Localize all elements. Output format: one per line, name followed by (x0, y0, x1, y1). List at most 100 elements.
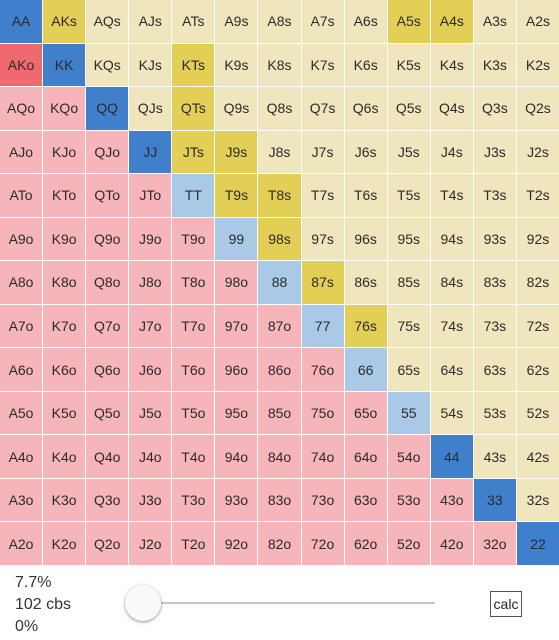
hand-cell-86s[interactable]: 86s (344, 261, 387, 304)
hand-cell-54o[interactable]: 54o (387, 435, 430, 478)
hand-cell-AQs[interactable]: AQs (86, 0, 129, 43)
hand-cell-KQs[interactable]: KQs (86, 43, 129, 87)
hand-cell-97s[interactable]: 97s (301, 217, 344, 261)
hand-cell-AKo[interactable]: AKo (0, 43, 43, 87)
hand-cell-A6o[interactable]: A6o (0, 348, 43, 391)
hand-cell-Q3o[interactable]: Q3o (86, 478, 129, 522)
hand-cell-Q9s[interactable]: Q9s (215, 87, 258, 130)
hand-cell-QTs[interactable]: QTs (172, 87, 215, 130)
hand-cell-QQ[interactable]: QQ (86, 87, 129, 130)
hand-cell-J8s[interactable]: J8s (258, 130, 301, 174)
hand-cell-96s[interactable]: 96s (344, 217, 387, 261)
range-slider-thumb[interactable] (125, 585, 161, 621)
hand-cell-K7s[interactable]: K7s (301, 43, 344, 87)
hand-cell-75s[interactable]: 75s (387, 304, 430, 348)
hand-cell-T7o[interactable]: T7o (172, 304, 215, 348)
hand-cell-87o[interactable]: 87o (258, 304, 301, 348)
calc-button[interactable]: calc (490, 591, 522, 617)
hand-cell-85s[interactable]: 85s (387, 261, 430, 304)
hand-cell-73o[interactable]: 73o (301, 478, 344, 522)
hand-cell-76s[interactable]: 76s (344, 304, 387, 348)
hand-cell-99[interactable]: 99 (215, 217, 258, 261)
hand-cell-Q9o[interactable]: Q9o (86, 217, 129, 261)
hand-cell-T6o[interactable]: T6o (172, 348, 215, 391)
hand-cell-22[interactable]: 22 (516, 522, 559, 565)
hand-cell-65o[interactable]: 65o (344, 391, 387, 435)
hand-cell-AKs[interactable]: AKs (43, 0, 86, 43)
hand-cell-94o[interactable]: 94o (215, 435, 258, 478)
hand-cell-82o[interactable]: 82o (258, 522, 301, 565)
hand-cell-Q4o[interactable]: Q4o (86, 435, 129, 478)
hand-cell-A8s[interactable]: A8s (258, 0, 301, 43)
hand-cell-A3o[interactable]: A3o (0, 478, 43, 522)
hand-cell-83s[interactable]: 83s (473, 261, 516, 304)
hand-cell-Q3s[interactable]: Q3s (473, 87, 516, 130)
hand-cell-75o[interactable]: 75o (301, 391, 344, 435)
hand-cell-Q7s[interactable]: Q7s (301, 87, 344, 130)
hand-cell-87s[interactable]: 87s (301, 261, 344, 304)
hand-cell-AA[interactable]: AA (0, 0, 43, 43)
hand-cell-T4s[interactable]: T4s (430, 174, 473, 217)
hand-cell-65s[interactable]: 65s (387, 348, 430, 391)
hand-cell-J3s[interactable]: J3s (473, 130, 516, 174)
hand-cell-95s[interactable]: 95s (387, 217, 430, 261)
hand-cell-K6o[interactable]: K6o (43, 348, 86, 391)
hand-cell-98o[interactable]: 98o (215, 261, 258, 304)
hand-cell-84s[interactable]: 84s (430, 261, 473, 304)
hand-cell-J4s[interactable]: J4s (430, 130, 473, 174)
hand-cell-KTs[interactable]: KTs (172, 43, 215, 87)
hand-cell-J9s[interactable]: J9s (215, 130, 258, 174)
hand-cell-64s[interactable]: 64s (430, 348, 473, 391)
hand-cell-J3o[interactable]: J3o (129, 478, 172, 522)
hand-cell-J2s[interactable]: J2s (516, 130, 559, 174)
hand-cell-43o[interactable]: 43o (430, 478, 473, 522)
hand-cell-Q8s[interactable]: Q8s (258, 87, 301, 130)
hand-cell-K9s[interactable]: K9s (215, 43, 258, 87)
hand-cell-95o[interactable]: 95o (215, 391, 258, 435)
hand-cell-82s[interactable]: 82s (516, 261, 559, 304)
hand-cell-83o[interactable]: 83o (258, 478, 301, 522)
hand-cell-62o[interactable]: 62o (344, 522, 387, 565)
hand-cell-54s[interactable]: 54s (430, 391, 473, 435)
hand-cell-97o[interactable]: 97o (215, 304, 258, 348)
hand-cell-J6o[interactable]: J6o (129, 348, 172, 391)
hand-cell-T2o[interactable]: T2o (172, 522, 215, 565)
hand-cell-K4o[interactable]: K4o (43, 435, 86, 478)
hand-cell-77[interactable]: 77 (301, 304, 344, 348)
hand-cell-84o[interactable]: 84o (258, 435, 301, 478)
hand-cell-J5s[interactable]: J5s (387, 130, 430, 174)
hand-cell-Q6o[interactable]: Q6o (86, 348, 129, 391)
hand-cell-55[interactable]: 55 (387, 391, 430, 435)
hand-cell-KTo[interactable]: KTo (43, 174, 86, 217)
hand-cell-J2o[interactable]: J2o (129, 522, 172, 565)
hand-cell-92s[interactable]: 92s (516, 217, 559, 261)
hand-cell-92o[interactable]: 92o (215, 522, 258, 565)
hand-cell-J7s[interactable]: J7s (301, 130, 344, 174)
hand-cell-K9o[interactable]: K9o (43, 217, 86, 261)
hand-cell-A7o[interactable]: A7o (0, 304, 43, 348)
hand-cell-AQo[interactable]: AQo (0, 87, 43, 130)
hand-cell-A5s[interactable]: A5s (387, 0, 430, 43)
hand-cell-T3o[interactable]: T3o (172, 478, 215, 522)
hand-cell-A4s[interactable]: A4s (430, 0, 473, 43)
hand-cell-66[interactable]: 66 (344, 348, 387, 391)
hand-cell-K3s[interactable]: K3s (473, 43, 516, 87)
hand-cell-KJo[interactable]: KJo (43, 130, 86, 174)
hand-cell-72o[interactable]: 72o (301, 522, 344, 565)
hand-cell-43s[interactable]: 43s (473, 435, 516, 478)
hand-cell-K2o[interactable]: K2o (43, 522, 86, 565)
hand-cell-T8o[interactable]: T8o (172, 261, 215, 304)
hand-cell-53s[interactable]: 53s (473, 391, 516, 435)
hand-cell-T3s[interactable]: T3s (473, 174, 516, 217)
hand-cell-ATo[interactable]: ATo (0, 174, 43, 217)
hand-cell-72s[interactable]: 72s (516, 304, 559, 348)
hand-cell-KQo[interactable]: KQo (43, 87, 86, 130)
hand-cell-ATs[interactable]: ATs (172, 0, 215, 43)
hand-cell-T9o[interactable]: T9o (172, 217, 215, 261)
hand-cell-J5o[interactable]: J5o (129, 391, 172, 435)
hand-cell-K3o[interactable]: K3o (43, 478, 86, 522)
hand-cell-J8o[interactable]: J8o (129, 261, 172, 304)
hand-cell-64o[interactable]: 64o (344, 435, 387, 478)
hand-cell-Q5o[interactable]: Q5o (86, 391, 129, 435)
hand-cell-K6s[interactable]: K6s (344, 43, 387, 87)
